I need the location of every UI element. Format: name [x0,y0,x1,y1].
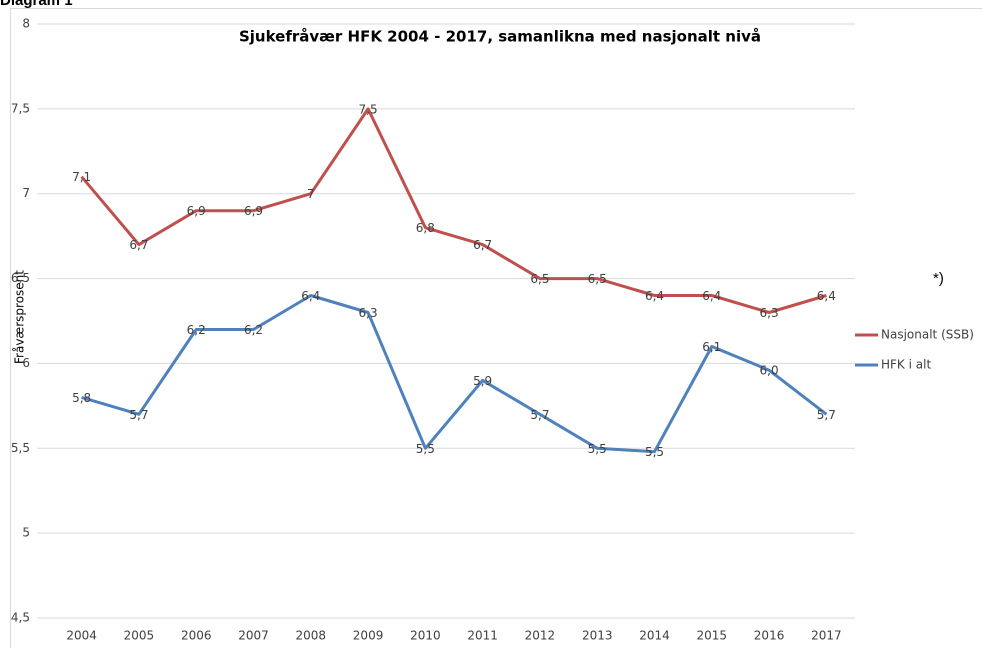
data-label: 5,7 [817,408,836,422]
series-line [80,107,827,314]
data-label: 5,5 [416,442,435,456]
data-label: 6,7 [473,238,492,252]
x-tick-label: 2016 [754,629,785,643]
annotation: *) [933,270,944,287]
data-label: 6,4 [645,289,664,303]
y-tick-label: 6 [22,356,30,370]
x-tick-label: 2004 [66,629,97,643]
data-label: 6,4 [817,289,836,303]
data-label: 6,5 [530,272,549,286]
data-label: 6,3 [359,306,378,320]
x-tick-label: 2010 [410,629,441,643]
data-label: 6,0 [760,364,779,378]
data-label: 6,4 [702,289,721,303]
data-label: 6,2 [187,323,206,337]
data-label: 5,5 [588,442,607,456]
data-label: 6,1 [702,340,721,354]
y-tick-label: 7 [22,186,30,200]
data-label: 6,7 [129,238,148,252]
data-label: 5,9 [473,374,492,388]
data-label: 6,8 [416,221,435,235]
y-tick-label: 5,5 [11,441,30,455]
data-label: 5,5 [645,445,664,459]
heading: Diagram 1 [0,0,73,9]
data-label: 7,1 [72,170,91,184]
data-label: 6,9 [244,204,263,218]
legend-label: Nasjonalt (SSB) [881,328,974,342]
x-tick-label: 2011 [467,629,498,643]
y-tick-label: 7,5 [11,101,30,115]
data-label: 7 [307,187,315,201]
data-label: 6,5 [588,272,607,286]
data-label: 6,4 [301,289,320,303]
legend-label: HFK i alt [881,358,931,372]
data-label: 6,3 [760,306,779,320]
chart-title: Sjukefråvær HFK 2004 - 2017, samanlikna … [239,28,761,46]
series-line [81,294,828,454]
x-tick-label: 2013 [582,629,613,643]
y-tick-label: 4,5 [11,611,30,625]
x-tick-label: 2006 [181,629,212,643]
x-tick-label: 2008 [296,629,327,643]
data-label: 7,5 [359,102,378,116]
x-tick-label: 2017 [811,629,842,643]
x-tick-label: 2005 [124,629,155,643]
data-label: 5,7 [530,408,549,422]
y-tick-label: 6,5 [11,271,30,285]
x-tick-label: 2012 [525,629,556,643]
chart-frame [10,8,982,648]
y-tick-label: 5 [22,526,30,540]
y-tick-label: 8 [22,17,30,31]
data-label: 5,7 [129,408,148,422]
x-tick-label: 2007 [238,629,269,643]
x-tick-label: 2015 [697,629,728,643]
y-axis-label: Fråværsprosent [13,270,27,364]
x-tick-label: 2014 [639,629,670,643]
x-tick-label: 2009 [353,629,384,643]
data-label: 6,2 [244,323,263,337]
data-label: 5,8 [72,391,91,405]
data-label: 6,9 [187,204,206,218]
